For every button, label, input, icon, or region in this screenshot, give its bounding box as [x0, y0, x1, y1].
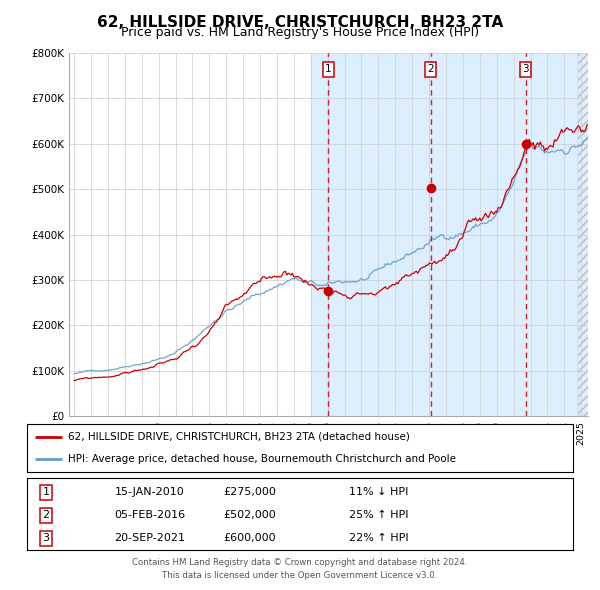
- Text: 15-JAN-2010: 15-JAN-2010: [115, 487, 184, 497]
- Text: 22% ↑ HPI: 22% ↑ HPI: [349, 533, 409, 543]
- Text: HPI: Average price, detached house, Bournemouth Christchurch and Poole: HPI: Average price, detached house, Bour…: [68, 454, 456, 464]
- Text: Price paid vs. HM Land Registry's House Price Index (HPI): Price paid vs. HM Land Registry's House …: [121, 26, 479, 39]
- Text: 11% ↓ HPI: 11% ↓ HPI: [349, 487, 409, 497]
- Text: 2: 2: [43, 510, 50, 520]
- Text: 05-FEB-2016: 05-FEB-2016: [115, 510, 185, 520]
- Bar: [311, 53, 592, 416]
- Text: 1: 1: [325, 64, 332, 74]
- Text: 1: 1: [43, 487, 50, 497]
- Text: 3: 3: [523, 64, 529, 74]
- Text: 62, HILLSIDE DRIVE, CHRISTCHURCH, BH23 2TA (detached house): 62, HILLSIDE DRIVE, CHRISTCHURCH, BH23 2…: [68, 432, 410, 442]
- Text: 62, HILLSIDE DRIVE, CHRISTCHURCH, BH23 2TA: 62, HILLSIDE DRIVE, CHRISTCHURCH, BH23 2…: [97, 15, 503, 30]
- Text: 3: 3: [43, 533, 50, 543]
- Text: £600,000: £600,000: [224, 533, 276, 543]
- Text: 2: 2: [427, 64, 434, 74]
- Text: £275,000: £275,000: [224, 487, 277, 497]
- Text: Contains HM Land Registry data © Crown copyright and database right 2024.: Contains HM Land Registry data © Crown c…: [132, 558, 468, 566]
- Text: 20-SEP-2021: 20-SEP-2021: [115, 533, 185, 543]
- Bar: [578, 53, 592, 416]
- Text: £502,000: £502,000: [224, 510, 277, 520]
- Text: 25% ↑ HPI: 25% ↑ HPI: [349, 510, 409, 520]
- Text: This data is licensed under the Open Government Licence v3.0.: This data is licensed under the Open Gov…: [163, 571, 437, 579]
